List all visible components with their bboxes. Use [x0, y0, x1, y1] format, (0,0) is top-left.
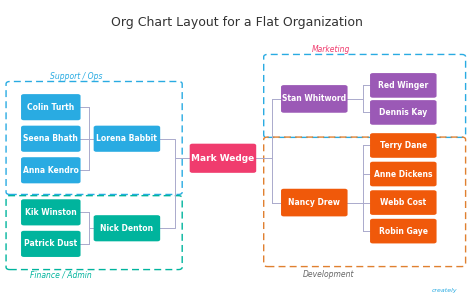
Text: Development: Development [302, 270, 354, 279]
Text: Webb Cost: Webb Cost [380, 198, 426, 207]
FancyBboxPatch shape [370, 100, 437, 125]
Text: Terry Dane: Terry Dane [380, 141, 427, 150]
FancyBboxPatch shape [370, 73, 437, 98]
Text: Robin Gaye: Robin Gaye [379, 227, 428, 236]
Text: Dennis Kay: Dennis Kay [379, 108, 428, 117]
Text: Kik Winston: Kik Winston [25, 208, 77, 217]
FancyBboxPatch shape [370, 162, 437, 186]
Text: Red Winger: Red Winger [378, 81, 428, 90]
Text: Nick Denton: Nick Denton [100, 224, 154, 233]
Text: creately: creately [431, 288, 457, 293]
FancyBboxPatch shape [370, 133, 437, 158]
FancyBboxPatch shape [370, 219, 437, 244]
FancyBboxPatch shape [21, 126, 81, 152]
FancyBboxPatch shape [21, 199, 81, 226]
Text: Anne Dickens: Anne Dickens [374, 170, 433, 178]
Text: Colin Turth: Colin Turth [27, 103, 74, 112]
Text: Anna Kendro: Anna Kendro [23, 166, 79, 175]
FancyBboxPatch shape [21, 94, 81, 120]
FancyBboxPatch shape [94, 215, 160, 241]
Text: Seena Bhath: Seena Bhath [23, 134, 78, 143]
Text: Finance / Admin: Finance / Admin [30, 270, 92, 279]
FancyBboxPatch shape [281, 189, 347, 216]
FancyBboxPatch shape [94, 126, 160, 152]
FancyBboxPatch shape [370, 190, 437, 215]
Text: Nancy Drew: Nancy Drew [288, 198, 340, 207]
Text: Mark Wedge: Mark Wedge [191, 154, 255, 163]
FancyBboxPatch shape [21, 157, 81, 183]
FancyBboxPatch shape [281, 85, 347, 113]
Text: Patrick Dust: Patrick Dust [24, 239, 77, 248]
Text: Marketing: Marketing [311, 45, 350, 54]
Text: Support / Ops: Support / Ops [50, 72, 102, 81]
Text: Org Chart Layout for a Flat Organization: Org Chart Layout for a Flat Organization [111, 16, 363, 29]
Text: Lorena Babbit: Lorena Babbit [97, 134, 157, 143]
FancyBboxPatch shape [190, 144, 256, 173]
FancyBboxPatch shape [21, 231, 81, 257]
Text: Stan Whitword: Stan Whitword [282, 95, 346, 103]
